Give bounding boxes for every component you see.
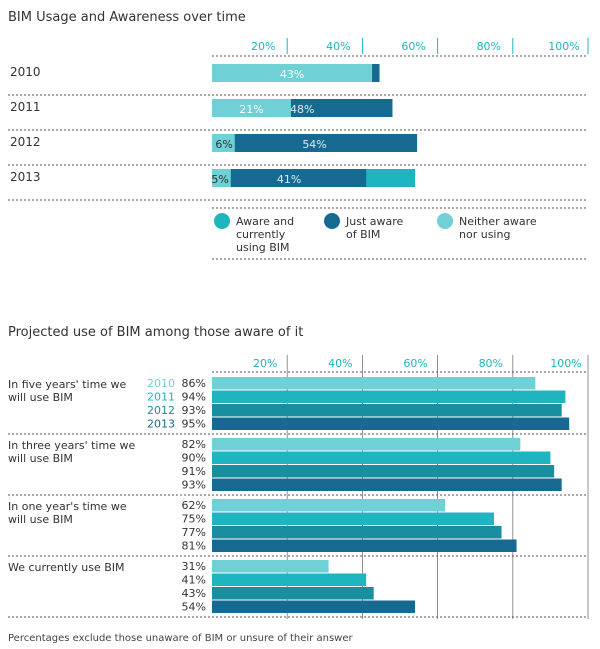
year-label: 2013 — [147, 418, 175, 431]
data-label: 54% — [182, 601, 206, 614]
data-label: 31% — [182, 560, 206, 573]
x-tick-label: 40% — [326, 40, 350, 53]
data-label: 62% — [182, 499, 206, 512]
bar — [212, 600, 416, 613]
stacked-bar-segment — [212, 134, 418, 152]
year-label: 2012 — [147, 404, 175, 417]
bar — [212, 539, 517, 552]
group-label: We currently use BIM — [8, 561, 125, 574]
x-tick-label: 100% — [548, 40, 579, 53]
stacked-bar-segment — [212, 169, 367, 187]
bar — [212, 465, 555, 478]
footnote: Percentages exclude those unaware of BIM… — [8, 633, 353, 644]
group-label: will use BIM — [8, 513, 73, 526]
legend-label: Neither aware — [459, 215, 537, 228]
data-label: 54% — [302, 138, 326, 151]
data-label: 90% — [182, 452, 206, 465]
data-label: 81% — [182, 540, 206, 553]
group-label: In three years' time we — [8, 439, 135, 452]
legend-label: using BIM — [236, 241, 290, 254]
data-label: 95% — [182, 418, 206, 431]
data-label: 6% — [215, 138, 232, 151]
stacked-bar-segment — [212, 134, 235, 152]
usage-awareness-chart: 20%40%60%80%100%201013%45%43%201131%48%2… — [8, 38, 589, 260]
bar — [212, 438, 521, 451]
x-tick-label: 20% — [251, 40, 275, 53]
x-tick-label: 80% — [477, 40, 501, 53]
data-label: 41% — [277, 173, 301, 186]
legend-label: nor using — [459, 228, 510, 241]
year-label: 2010 — [147, 377, 175, 390]
bar — [212, 512, 494, 525]
data-label: 82% — [182, 438, 206, 451]
x-tick-label: 80% — [479, 357, 503, 370]
x-tick-label: 60% — [403, 357, 427, 370]
stacked-bar-segment — [212, 64, 373, 82]
bar — [212, 390, 566, 403]
group-label: will use BIM — [8, 391, 73, 404]
category-label: 2012 — [10, 135, 41, 149]
bar — [212, 560, 329, 573]
data-label: 43% — [280, 68, 304, 81]
year-label: 2011 — [147, 391, 175, 404]
chart1-title: BIM Usage and Awareness over time — [8, 10, 246, 25]
legend-label: of BIM — [346, 228, 380, 241]
bar — [212, 526, 502, 539]
data-label: 75% — [182, 513, 206, 526]
legend-swatch — [324, 213, 340, 229]
data-label: 91% — [182, 465, 206, 478]
bar — [212, 499, 446, 512]
data-label: 86% — [182, 377, 206, 390]
group-label: In five years' time we — [8, 378, 127, 391]
data-label: 21% — [239, 103, 263, 116]
bar — [212, 417, 570, 430]
bar — [212, 404, 562, 417]
bar — [212, 377, 536, 390]
projected-use-chart: 20% 40% 60% 80% 100%In five years' time wewi… — [8, 355, 589, 619]
legend-label: Just aware — [345, 215, 404, 228]
data-label: 93% — [182, 479, 206, 492]
data-label: 77% — [182, 526, 206, 539]
data-label: 43% — [182, 587, 206, 600]
x-tick-label: 60% — [401, 40, 425, 53]
bar — [212, 573, 367, 586]
x-tick-label: 20% — [253, 357, 277, 370]
legend-label: currently — [236, 228, 286, 241]
stacked-bar-segment — [212, 169, 231, 187]
legend-label: Aware and — [236, 215, 294, 228]
x-tick-label: 40% — [328, 357, 352, 370]
legend-swatch — [214, 213, 230, 229]
category-label: 2010 — [10, 65, 41, 79]
data-label: 93% — [182, 404, 206, 417]
category-label: 2013 — [10, 170, 41, 184]
bar — [212, 451, 551, 464]
chart2-title: Projected use of BIM among those aware o… — [8, 325, 304, 340]
legend-swatch — [437, 213, 453, 229]
category-label: 2011 — [10, 100, 41, 114]
data-label: 5% — [211, 173, 228, 186]
data-label: 94% — [182, 391, 206, 404]
bar — [212, 478, 562, 491]
data-label: 41% — [182, 574, 206, 587]
group-label: will use BIM — [8, 452, 73, 465]
x-tick-label: 100% — [550, 357, 581, 370]
stacked-bar-segment — [212, 99, 291, 117]
group-label: In one year's time we — [8, 500, 127, 513]
data-label: 48% — [290, 103, 314, 116]
bar — [212, 587, 374, 600]
